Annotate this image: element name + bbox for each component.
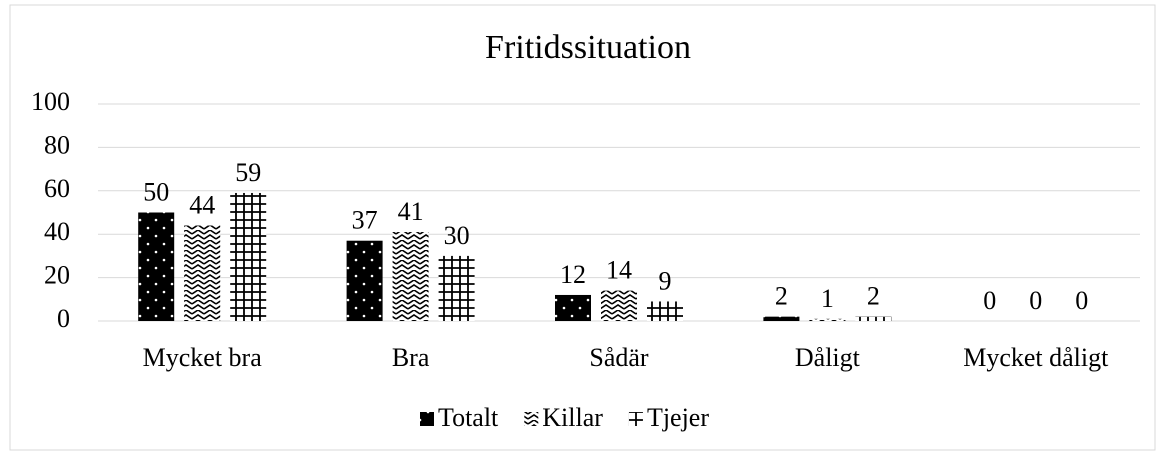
- y-tick-label: 40: [44, 217, 70, 246]
- data-label: 30: [444, 221, 470, 250]
- data-label: 41: [398, 197, 424, 226]
- data-label: 37: [352, 206, 378, 235]
- data-label: 44: [189, 190, 215, 219]
- legend-label: Killar: [542, 403, 603, 432]
- chart-title: Fritidssituation: [485, 29, 691, 66]
- legend-swatch: [420, 412, 434, 426]
- data-label: 1: [821, 284, 834, 313]
- data-label: 12: [560, 260, 586, 289]
- data-label: 59: [235, 158, 261, 187]
- bar: [647, 301, 683, 321]
- data-label: 0: [1029, 286, 1042, 315]
- data-label: 14: [606, 256, 632, 285]
- bar: [138, 212, 175, 321]
- bar: [392, 232, 429, 321]
- bar: [809, 318, 846, 321]
- bar: [601, 290, 637, 321]
- bar: [855, 316, 892, 321]
- legend-label: Totalt: [438, 403, 499, 432]
- y-tick-label: 80: [44, 130, 70, 159]
- bar: [184, 225, 221, 321]
- bar: [346, 240, 383, 321]
- y-tick-label: 20: [44, 261, 70, 290]
- data-label: 50: [143, 177, 169, 206]
- x-tick-label: Bra: [392, 343, 430, 372]
- legend-swatch: [628, 412, 643, 426]
- bar: [555, 294, 591, 321]
- x-tick-label: Mycket dåligt: [963, 343, 1109, 372]
- chart-border: [9, 4, 1156, 451]
- bar: [438, 255, 475, 321]
- legend-swatch: [524, 412, 539, 426]
- y-tick-label: 60: [44, 174, 70, 203]
- y-tick-label: 0: [57, 304, 70, 333]
- data-label: 9: [659, 266, 672, 295]
- bar: [230, 192, 267, 321]
- x-tick-label: Sådär: [589, 343, 649, 372]
- data-label: 2: [867, 282, 880, 311]
- data-label: 0: [983, 286, 996, 315]
- x-tick-label: Mycket bra: [143, 343, 263, 372]
- x-tick-label: Dåligt: [795, 343, 861, 372]
- bar: [763, 316, 800, 321]
- y-tick-label: 100: [31, 87, 70, 116]
- legend-label: Tjejer: [647, 403, 709, 432]
- data-label: 0: [1075, 286, 1088, 315]
- data-label: 2: [775, 282, 788, 311]
